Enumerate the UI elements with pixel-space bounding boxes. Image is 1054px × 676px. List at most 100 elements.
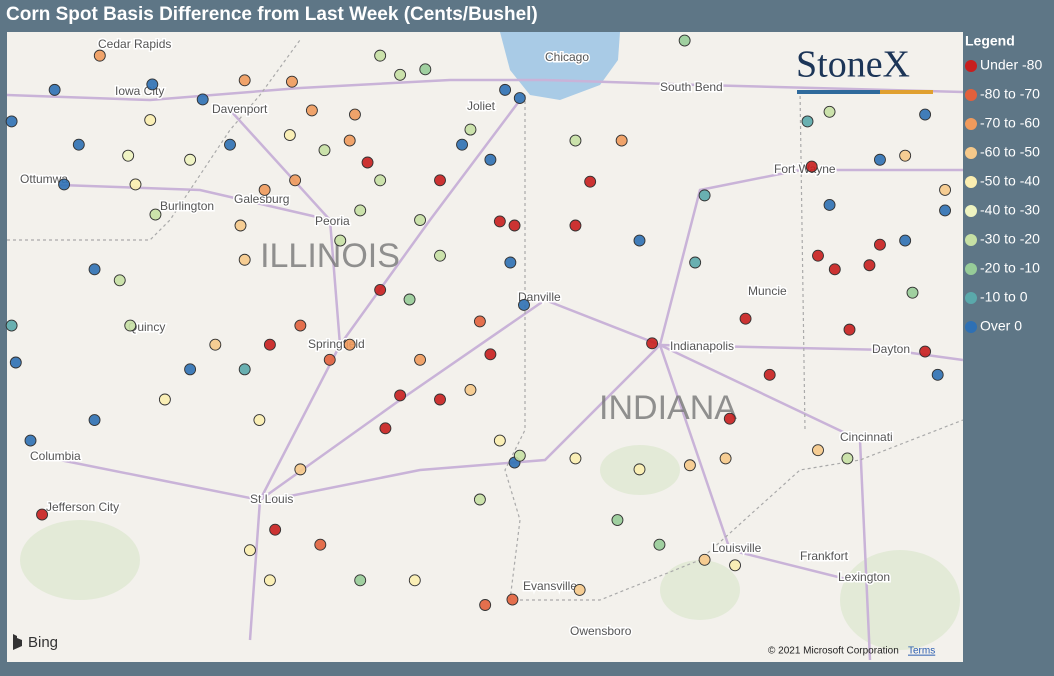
city-label: South Bend — [660, 80, 723, 94]
data-point — [493, 215, 506, 228]
city-label: Indianapolis — [670, 339, 734, 353]
legend-swatch — [965, 321, 977, 333]
legend-label: -60 to -50 — [980, 144, 1040, 160]
data-point — [689, 256, 702, 269]
bing-logo[interactable]: Bing — [28, 634, 58, 651]
legend-swatch — [965, 118, 977, 130]
data-point — [263, 574, 276, 587]
logo-bar — [797, 90, 933, 94]
city-label: Cincinnati — [840, 430, 893, 444]
data-point — [323, 353, 336, 366]
data-point — [464, 383, 477, 396]
state-label: INDIANA — [599, 389, 737, 427]
data-point — [464, 123, 477, 136]
data-point — [484, 153, 497, 166]
state-borders — [7, 39, 964, 601]
data-point — [678, 34, 691, 47]
data-point — [258, 183, 271, 196]
data-point — [653, 538, 666, 551]
data-point — [238, 74, 251, 87]
data-point — [209, 338, 222, 351]
data-point — [874, 153, 886, 166]
data-point — [238, 253, 251, 266]
data-point — [919, 108, 932, 121]
data-point — [408, 574, 421, 587]
data-point — [334, 234, 347, 247]
data-point — [286, 75, 298, 88]
legend-label: -40 to -30 — [980, 202, 1040, 218]
legend-label: Over 0 — [980, 318, 1022, 334]
data-point — [149, 208, 162, 221]
data-point — [343, 134, 356, 147]
data-point — [88, 414, 101, 426]
lake-michigan — [500, 32, 620, 100]
data-point — [314, 538, 327, 551]
legend-swatch — [965, 60, 977, 72]
data-point — [72, 138, 85, 151]
data-point — [379, 422, 392, 435]
data-point — [843, 323, 856, 336]
city-label: Columbia — [30, 449, 81, 463]
legend-label: -70 to -60 — [980, 115, 1040, 131]
city-label: Frankfort — [800, 549, 849, 563]
legend: Legend Under -80 -80 to -70 -70 to -60 -60 … — [965, 33, 1042, 334]
data-point — [513, 449, 526, 462]
data-point — [238, 363, 251, 376]
data-point — [683, 459, 696, 472]
data-point — [361, 156, 374, 169]
legend-label: -80 to -70 — [980, 86, 1040, 102]
data-point — [506, 593, 519, 606]
city-label: Fort Wayne — [774, 162, 836, 176]
data-point — [504, 256, 517, 269]
data-point — [124, 319, 137, 332]
data-point — [812, 249, 824, 262]
data-point — [24, 434, 37, 447]
data-point — [569, 452, 582, 465]
data-point — [611, 514, 624, 527]
city-label: Peoria — [315, 214, 350, 228]
data-point — [823, 105, 836, 118]
data-point — [573, 583, 586, 596]
data-point — [263, 338, 276, 351]
legend-swatch — [965, 292, 977, 304]
data-point — [158, 393, 171, 406]
data-point — [88, 263, 101, 276]
data-point — [723, 412, 736, 425]
legend-swatch — [965, 263, 977, 275]
data-point — [633, 234, 646, 247]
data-point — [484, 348, 497, 361]
city-label: St Louis — [250, 492, 293, 506]
data-point — [569, 134, 582, 147]
legend-swatch — [965, 147, 977, 159]
data-point — [403, 293, 416, 306]
data-point — [5, 115, 18, 128]
legend-label: -50 to -40 — [980, 173, 1040, 189]
data-point — [58, 178, 71, 191]
map-base — [7, 32, 963, 662]
data-point — [414, 353, 426, 366]
city-label: Galesburg — [234, 192, 289, 206]
data-point — [434, 249, 446, 262]
data-point — [493, 434, 506, 447]
terms-link[interactable]: Terms — [908, 646, 935, 657]
data-point — [919, 345, 932, 358]
data-point — [184, 153, 197, 166]
data-point — [294, 319, 307, 332]
data-point — [144, 114, 157, 126]
city-labels: Cedar Rapids Iowa City Davenport Ottumwa… — [19, 36, 912, 640]
data-point — [931, 368, 944, 381]
data-point — [823, 199, 836, 211]
data-point — [374, 174, 387, 187]
data-point — [305, 104, 318, 117]
city-label: Louisville — [712, 541, 762, 555]
city-label: Davenport — [212, 102, 268, 116]
city-label: Quincy — [128, 320, 165, 334]
city-label: Chicago — [545, 50, 589, 64]
data-point — [48, 83, 61, 96]
data-point — [646, 337, 659, 350]
data-point — [289, 174, 302, 187]
data-point — [419, 63, 432, 76]
legend-title: Legend — [965, 33, 1015, 49]
data-point — [9, 356, 22, 369]
city-label: Lexington — [838, 570, 890, 584]
